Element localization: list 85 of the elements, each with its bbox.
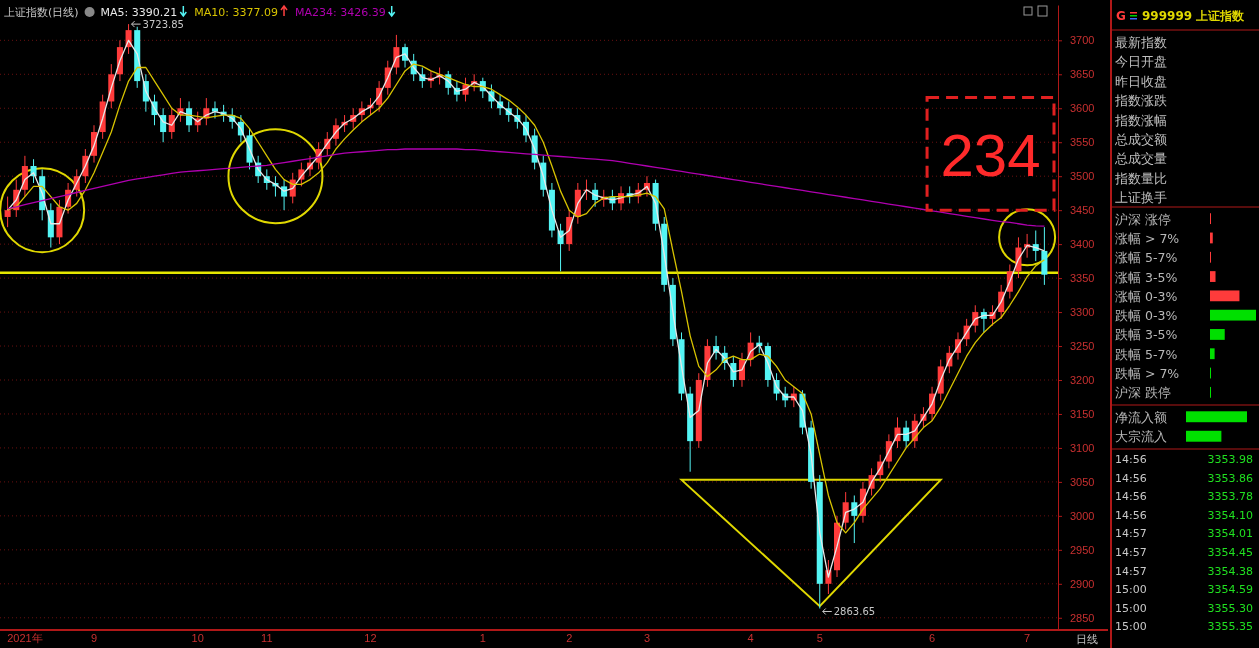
- text: 15:00 3354.59: [1115, 583, 1253, 597]
- y-tick-label: 跌幅 5-7%: [1115, 346, 1178, 362]
- text: 14:57 3354.01: [1115, 527, 1253, 541]
- bar: [1210, 309, 1256, 321]
- y-tick-label: 3300: [1070, 306, 1095, 319]
- x-tick-label: 12: [364, 632, 377, 645]
- bar: [1210, 290, 1240, 302]
- y-tick-label: 3100: [1070, 441, 1095, 454]
- candlestick: [21, 155, 28, 198]
- candlestick: [885, 433, 892, 469]
- x-tick-label: 6: [929, 632, 936, 645]
- text: 指数涨跌: [1114, 93, 1167, 109]
- text: 指数涨幅: [1114, 112, 1167, 128]
- y-tick-label: 沪深 跌停: [1115, 385, 1171, 401]
- text: 14:57 3354.45: [1115, 546, 1253, 559]
- annotation: 234: [940, 121, 1041, 189]
- y-tick-label: 2900: [1070, 577, 1095, 590]
- y-tick-label: 涨幅 0-3%: [1115, 288, 1178, 304]
- text: 总成交量: [1114, 151, 1167, 167]
- y-tick-label: 大宗流入: [1115, 429, 1167, 445]
- text: 14:56 3353.86: [1115, 471, 1253, 485]
- x-tick-label: 9: [90, 632, 98, 645]
- candlestick: [393, 34, 400, 75]
- x-tick-label: 4: [747, 632, 754, 645]
- y-tick-label: 3050: [1070, 475, 1095, 488]
- text: MA234: 3426.39: [295, 6, 386, 19]
- candlestick: [851, 494, 858, 544]
- y-tick-label: 跌幅 0-3%: [1115, 308, 1178, 324]
- candlestick: [4, 196, 11, 228]
- y-tick-label: 3200: [1070, 374, 1095, 387]
- x-tick-label: 3: [643, 632, 651, 645]
- y-tick-label: 3250: [1070, 340, 1095, 353]
- candlestick: [894, 416, 901, 449]
- text: G: [1116, 9, 1126, 23]
- y-tick-label: 涨幅 5-7%: [1115, 250, 1178, 266]
- text: 14:57 3354.38: [1115, 564, 1253, 578]
- x-tick-label: 10: [191, 632, 204, 645]
- bar: [1210, 348, 1215, 360]
- y-tick-label: 跌幅 3-5%: [1115, 327, 1178, 343]
- x-tick-label: 7: [1024, 632, 1031, 645]
- x-tick-label: 2021年: [7, 632, 43, 645]
- y-tick-label: 3150: [1070, 407, 1095, 420]
- annotation: 2863.65: [833, 606, 876, 618]
- text: 14:56 3353.98: [1115, 453, 1253, 466]
- bar: [1210, 271, 1216, 282]
- bar: [1210, 232, 1213, 244]
- y-tick-label: 涨幅 3-5%: [1115, 269, 1178, 285]
- y-tick-label: 2850: [1070, 611, 1095, 624]
- x-axis-title: 日线: [1076, 633, 1098, 646]
- y-tick-label: 3450: [1070, 204, 1095, 217]
- y-tick-label: 3350: [1070, 272, 1095, 285]
- y-tick-label: 沪深 涨停: [1115, 211, 1171, 227]
- x-tick-label: 2: [566, 632, 573, 645]
- y-tick-label: 3600: [1070, 102, 1095, 115]
- y-tick-label: 3400: [1070, 238, 1095, 251]
- y-tick-label: 2950: [1070, 543, 1095, 556]
- candlestick: [211, 100, 218, 119]
- text: 15:00 3355.30: [1115, 601, 1253, 615]
- text: 上证换手: [1115, 190, 1167, 206]
- text: 今日开盘: [1115, 54, 1167, 70]
- text: 昨日收盘: [1115, 73, 1167, 89]
- text: 14:56 3354.10: [1115, 508, 1253, 522]
- y-tick-label: 3550: [1070, 136, 1095, 149]
- x-tick-label: 11: [261, 632, 273, 645]
- text: 15:00 3355.35: [1115, 620, 1253, 634]
- x-tick-label: 5: [816, 632, 823, 645]
- y-tick-label: 涨幅 > 7%: [1115, 230, 1180, 246]
- text: 14:56 3353.78: [1115, 490, 1253, 504]
- x-tick-label: 1: [479, 632, 486, 645]
- text: 999999 上证指数: [1142, 9, 1246, 23]
- y-tick-label: 净流入额: [1115, 409, 1167, 425]
- candlestick: [1041, 226, 1048, 286]
- text: MA5: 3390.21: [100, 6, 178, 19]
- y-tick-label: 3650: [1070, 68, 1095, 81]
- annotation: 3723.85: [142, 19, 184, 31]
- text: 总成交额: [1114, 132, 1167, 147]
- y-tick-label: 跌幅 > 7%: [1115, 366, 1180, 382]
- text: MA10: 3377.09: [194, 6, 279, 19]
- y-tick-label: 3000: [1070, 509, 1095, 522]
- y-tick-label: 3700: [1070, 34, 1095, 47]
- y-tick-label: 3500: [1070, 170, 1095, 183]
- chart-title: 上证指数(日线): [4, 6, 79, 19]
- text: 最新指数: [1115, 35, 1167, 50]
- bar: [1210, 329, 1225, 340]
- text: 指数量比: [1114, 170, 1167, 186]
